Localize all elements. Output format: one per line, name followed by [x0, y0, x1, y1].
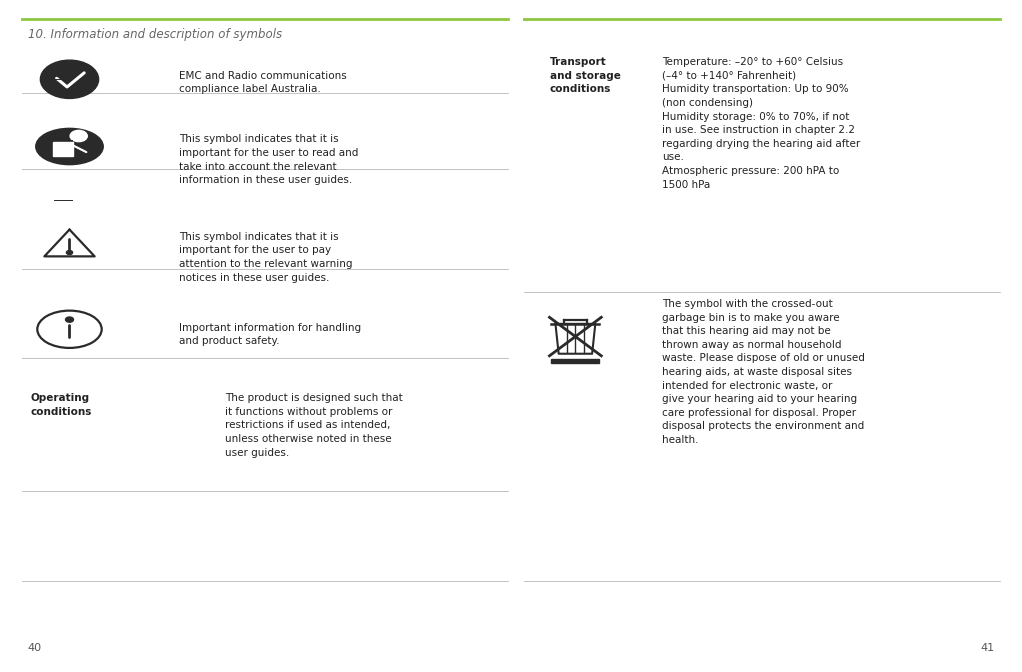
Text: Transport
and storage
conditions: Transport and storage conditions — [550, 57, 620, 94]
Text: 10. Information and description of symbols: 10. Information and description of symbo… — [28, 28, 282, 41]
Text: This symbol indicates that it is
important for the user to pay
attention to the : This symbol indicates that it is importa… — [179, 232, 353, 283]
Circle shape — [41, 60, 99, 99]
Polygon shape — [552, 360, 599, 363]
Text: Operating
conditions: Operating conditions — [31, 393, 92, 417]
Text: This symbol indicates that it is
important for the user to read and
take into ac: This symbol indicates that it is importa… — [179, 134, 359, 185]
Text: Important information for handling
and product safety.: Important information for handling and p… — [179, 323, 361, 346]
Polygon shape — [53, 142, 74, 156]
Ellipse shape — [36, 128, 103, 165]
Circle shape — [66, 251, 73, 255]
Ellipse shape — [38, 310, 102, 348]
Circle shape — [65, 317, 74, 323]
Text: 40: 40 — [28, 643, 42, 653]
Text: 41: 41 — [980, 643, 994, 653]
Text: EMC and Radio communications
compliance label Australia.: EMC and Radio communications compliance … — [179, 71, 346, 94]
Text: Temperature: –20° to +60° Celsius
(–4° to +140° Fahrenheit)
Humidity transportat: Temperature: –20° to +60° Celsius (–4° t… — [662, 57, 861, 190]
Text: The symbol with the crossed-out
garbage bin is to make you aware
that this heari: The symbol with the crossed-out garbage … — [662, 299, 866, 445]
Circle shape — [71, 130, 87, 142]
Polygon shape — [44, 230, 95, 256]
Text: The product is designed such that
it functions without problems or
restrictions : The product is designed such that it fun… — [225, 393, 403, 458]
